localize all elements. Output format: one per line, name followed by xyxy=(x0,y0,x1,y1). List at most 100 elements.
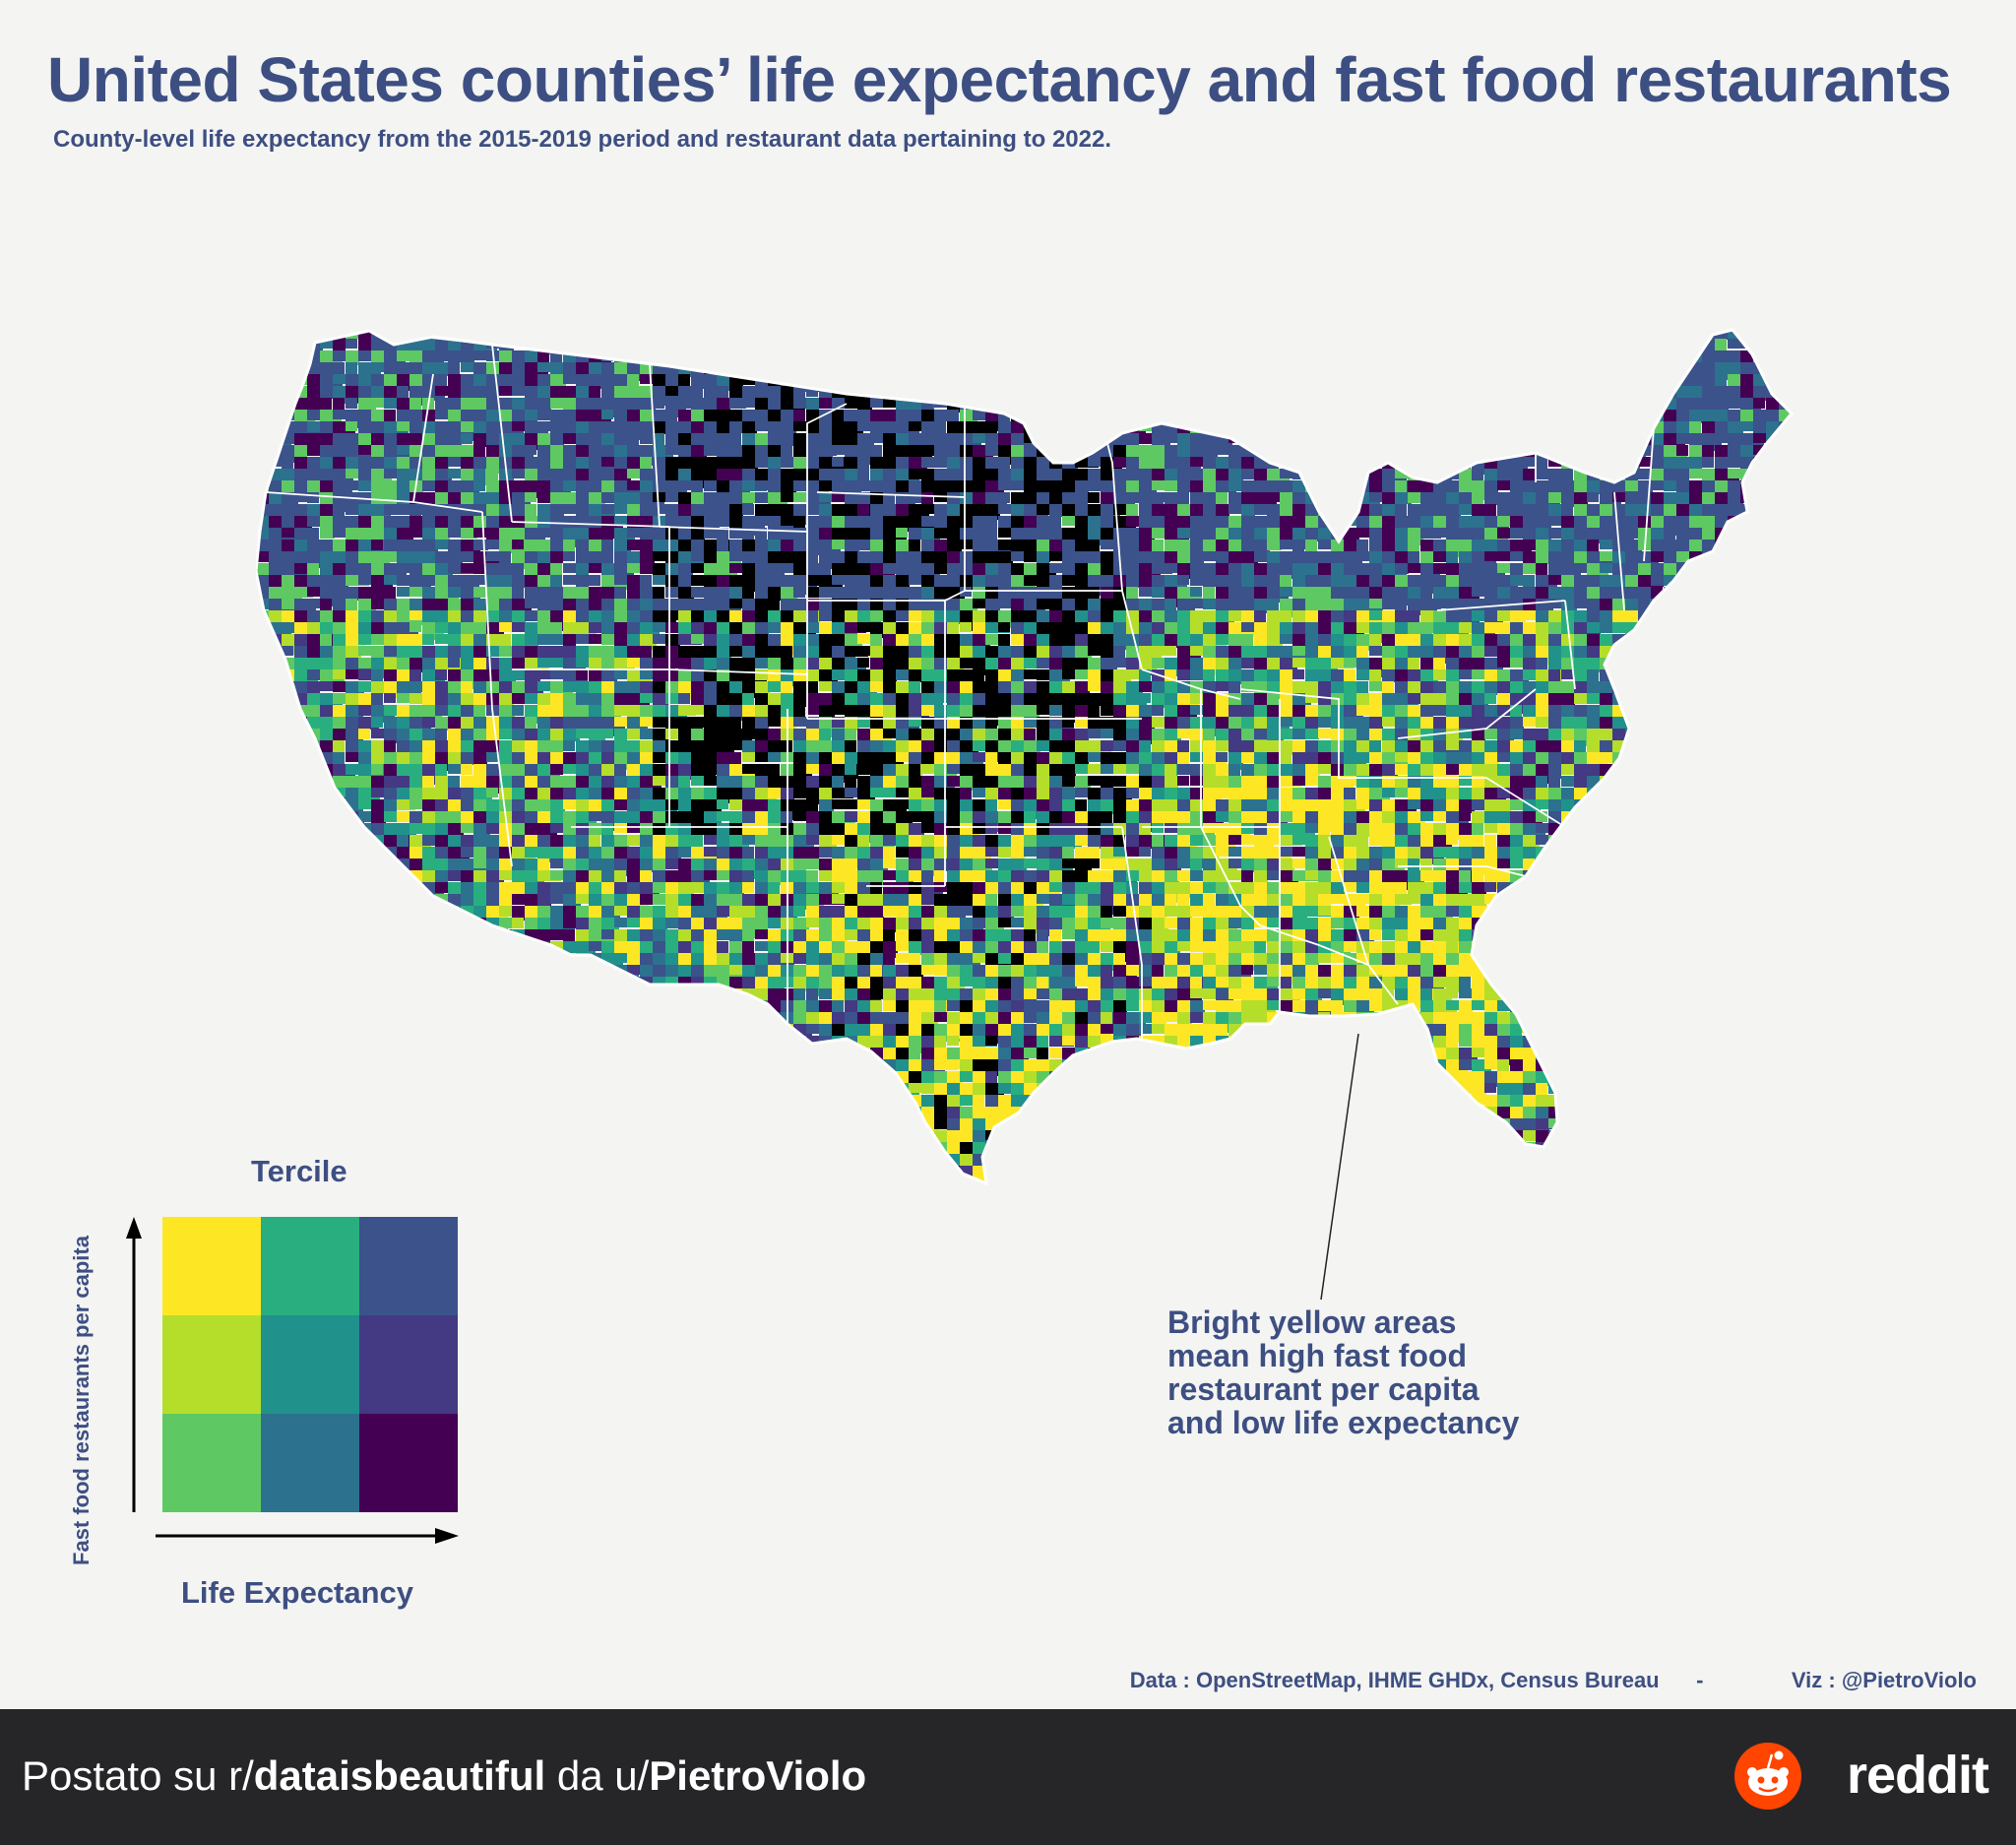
county-cell xyxy=(1792,610,1816,628)
county-cell xyxy=(1715,729,1735,738)
county-cell xyxy=(947,330,967,338)
county-cell xyxy=(1446,669,1460,681)
county-cell xyxy=(1587,398,1610,410)
county-cell xyxy=(1472,330,1483,344)
county-cell xyxy=(921,330,948,344)
county-cell xyxy=(282,330,295,335)
county-cell xyxy=(1126,339,1145,356)
county-cell xyxy=(1113,350,1127,361)
county-cell xyxy=(1868,327,1870,338)
county-cell xyxy=(1548,398,1562,409)
county-cell xyxy=(1638,445,1660,456)
county-cell xyxy=(1228,421,1247,437)
county-cell xyxy=(1228,374,1253,394)
county-cell xyxy=(1049,729,1062,741)
county-cell xyxy=(1139,350,1156,361)
county-cell xyxy=(358,587,373,599)
county-cell xyxy=(1062,339,1089,351)
county-cell xyxy=(461,315,487,330)
county-cell xyxy=(1408,610,1419,623)
county-cell xyxy=(1728,764,1750,778)
county-cell xyxy=(1587,410,1599,423)
county-cell xyxy=(1062,421,1077,431)
county-cell xyxy=(1318,469,1344,486)
county-cell xyxy=(921,445,941,456)
county-cell xyxy=(282,362,302,380)
county-cell xyxy=(883,330,900,340)
county-cells xyxy=(256,315,1870,1183)
county-cell xyxy=(1203,362,1223,377)
county-cell xyxy=(1856,327,1870,340)
county-cell xyxy=(282,339,295,350)
county-cell xyxy=(1676,330,1692,338)
county-cell xyxy=(1126,398,1141,408)
county-cell xyxy=(1292,315,1305,328)
county-cell xyxy=(1792,634,1817,645)
county-cell xyxy=(1779,339,1792,352)
county-cell xyxy=(346,599,357,612)
county-cell xyxy=(269,693,281,711)
county-cell xyxy=(742,776,755,789)
county-cell xyxy=(576,445,589,459)
county-cell xyxy=(1753,330,1765,335)
county-cell xyxy=(1024,330,1043,342)
county-cell xyxy=(1689,457,1702,469)
county-cell xyxy=(1433,362,1446,373)
county-cell xyxy=(870,350,889,367)
county-cell xyxy=(806,350,833,363)
county-cell xyxy=(1305,315,1331,327)
county-cell xyxy=(1446,445,1463,464)
county-cell xyxy=(1830,528,1850,544)
county-cell xyxy=(282,433,306,444)
county-cell xyxy=(870,433,886,443)
county-cell xyxy=(1638,398,1663,410)
county-cell xyxy=(1331,315,1352,326)
county-cell xyxy=(1382,386,1395,402)
county-cell xyxy=(1574,421,1586,442)
county-cell xyxy=(1638,634,1661,648)
county-cell xyxy=(1817,421,1830,437)
county-cell xyxy=(1011,374,1025,385)
county-cell xyxy=(1600,315,1622,325)
county-cell xyxy=(947,374,973,385)
county-cell xyxy=(1165,339,1184,350)
county-cell xyxy=(461,764,472,775)
county-cell xyxy=(1766,350,1785,364)
county-cell xyxy=(857,339,882,355)
county-cell xyxy=(601,729,613,738)
county-cell xyxy=(1382,433,1397,451)
county-cell xyxy=(1676,717,1692,731)
county-cell xyxy=(1804,693,1821,710)
county-cell xyxy=(1766,752,1792,768)
county-cell xyxy=(448,457,469,467)
county-cell xyxy=(1420,421,1435,441)
county-cell xyxy=(1740,421,1764,431)
county-cell xyxy=(1587,374,1611,394)
county-cell xyxy=(1049,330,1066,336)
county-cell xyxy=(1318,386,1338,401)
county-cell xyxy=(1830,362,1849,383)
county-cell xyxy=(640,374,663,384)
county-cell xyxy=(1292,445,1313,456)
county-cell xyxy=(563,469,579,483)
county-cell xyxy=(973,362,998,379)
county-cell xyxy=(845,457,859,471)
county-cell xyxy=(1113,330,1139,345)
county-cell xyxy=(1497,330,1514,347)
county-cell xyxy=(1817,740,1844,755)
county-cell xyxy=(1651,386,1664,399)
county-cell xyxy=(282,752,308,765)
county-cell xyxy=(1843,492,1858,506)
county-cell xyxy=(1676,587,1690,603)
county-cell xyxy=(1664,693,1677,714)
county-cell xyxy=(1369,658,1384,670)
county-cell xyxy=(1868,339,1870,359)
county-cell xyxy=(1331,421,1345,439)
county-cell xyxy=(1024,386,1038,401)
county-cell xyxy=(563,740,575,751)
county-cell xyxy=(1241,350,1254,370)
county-cell xyxy=(1868,362,1870,380)
county-cell xyxy=(1497,516,1512,527)
county-cell xyxy=(1689,610,1701,628)
county-cell xyxy=(1740,705,1755,718)
